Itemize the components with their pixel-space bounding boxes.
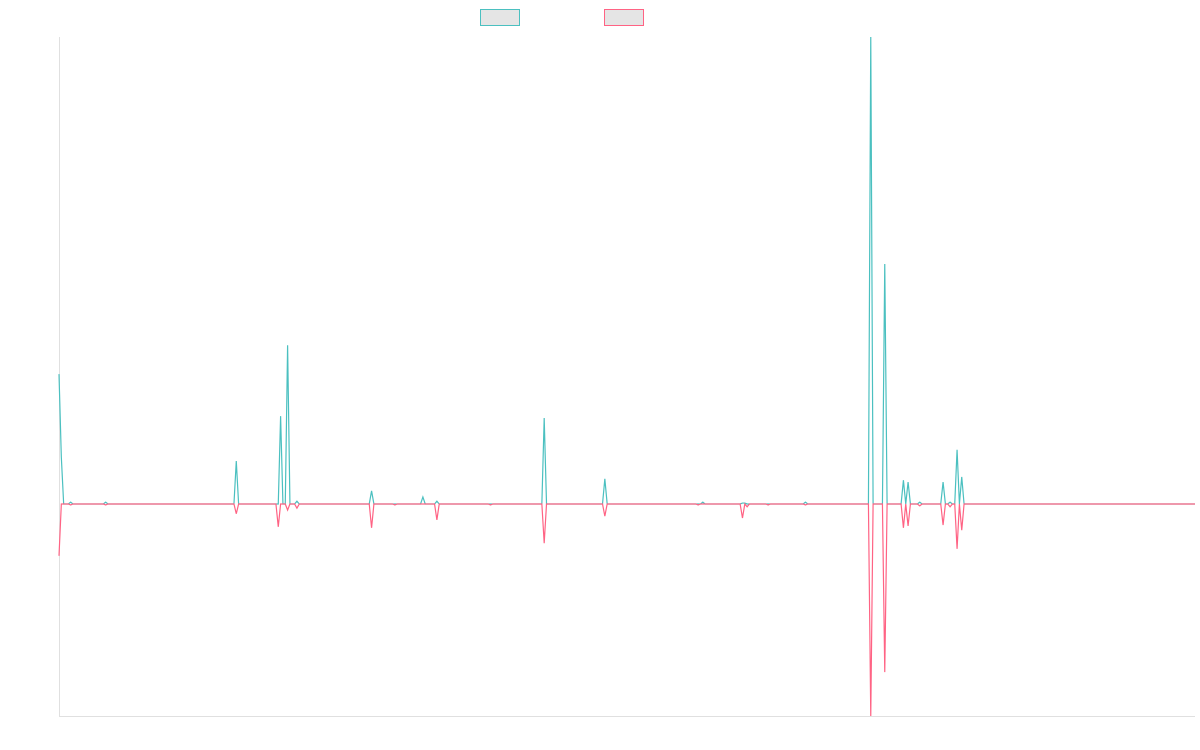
legend [480, 9, 644, 26]
legend-swatch-1[interactable] [604, 9, 644, 26]
legend-swatch-0[interactable] [480, 9, 520, 26]
series-1-line [58, 502, 1195, 717]
series-0-line [58, 36, 1195, 505]
series-group [58, 36, 1195, 717]
